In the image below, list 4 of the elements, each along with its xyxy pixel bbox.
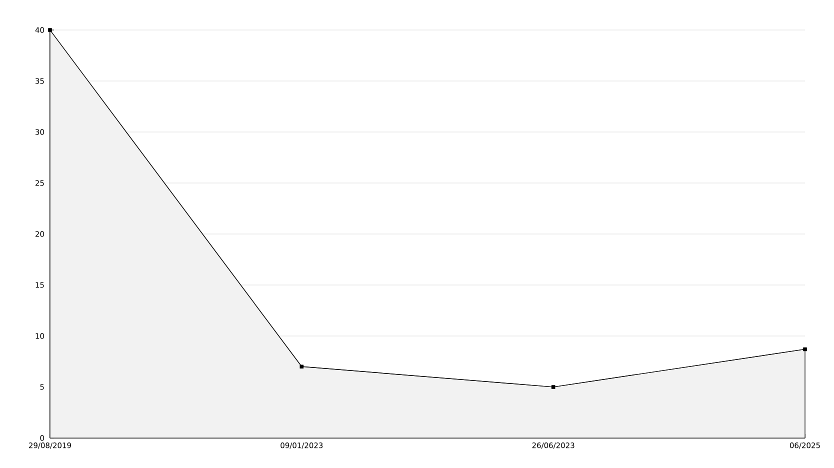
point (48, 28, 52, 32)
point (300, 364, 304, 368)
point (803, 347, 807, 352)
point (551, 385, 556, 389)
